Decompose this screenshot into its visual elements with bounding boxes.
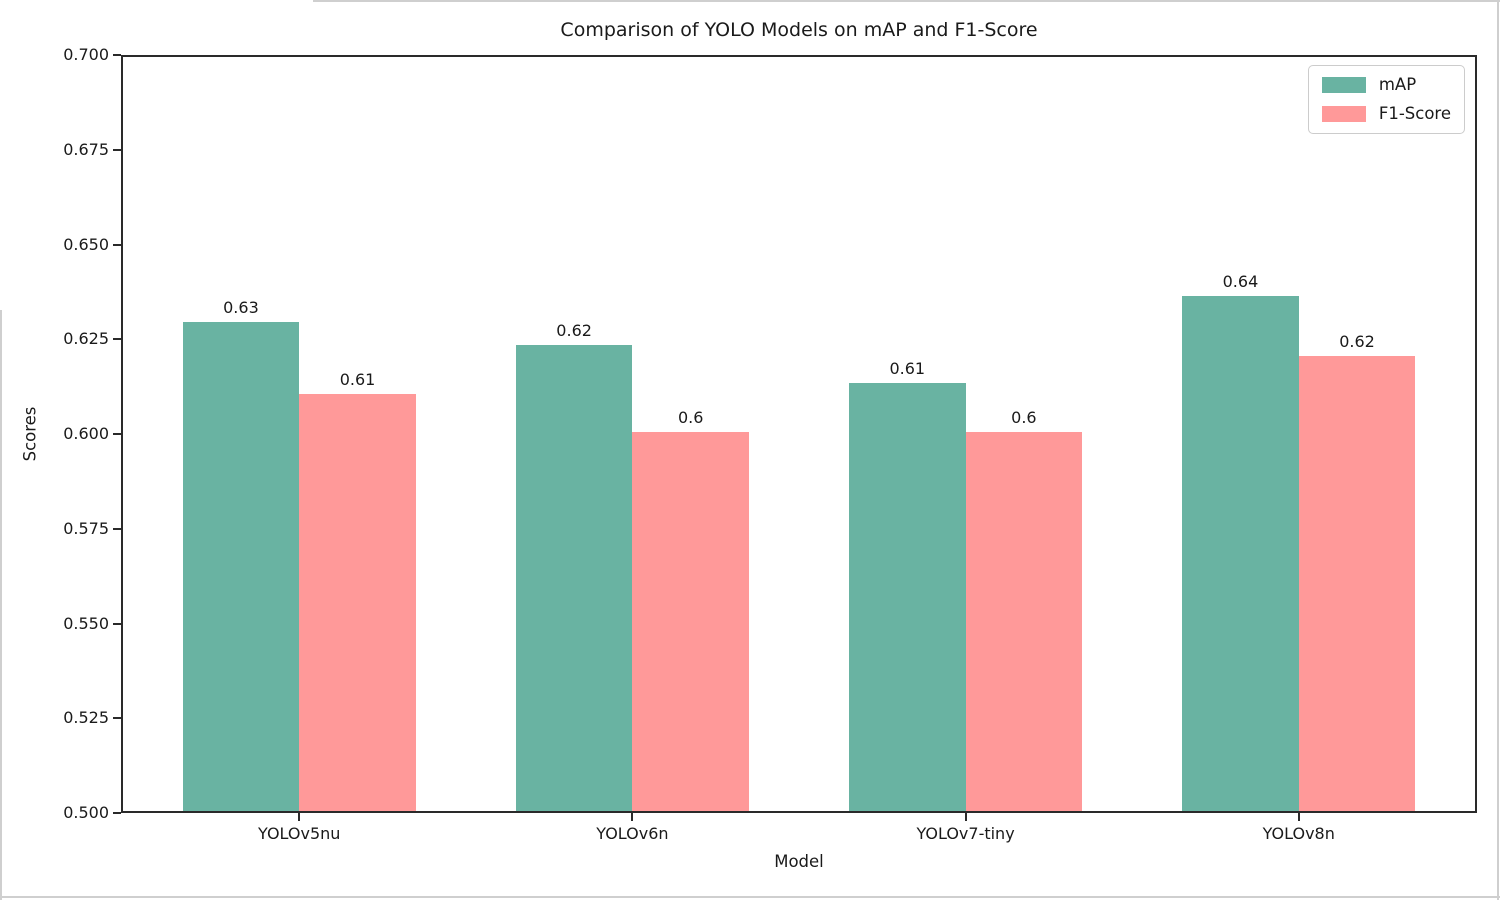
- bar-value-label: 0.6: [677, 408, 704, 427]
- bar-value-label: 0.64: [1222, 271, 1259, 291]
- window-edge-top: [313, 0, 1500, 2]
- legend: mAP F1-Score: [1307, 65, 1465, 134]
- x-tick-label: YOLOv7-tiny: [916, 824, 1015, 843]
- y-tick: [113, 527, 121, 530]
- x-tick: [631, 813, 634, 821]
- bar-f1-score-yolov6n: [632, 432, 749, 811]
- y-tick: [113, 812, 121, 814]
- y-tick-label: 0.700: [63, 45, 109, 64]
- window-edge-right: [1497, 0, 1499, 900]
- y-tick-label: 0.500: [63, 803, 109, 822]
- y-tick-label: 0.525: [63, 708, 109, 728]
- legend-label-map: mAP: [1378, 75, 1417, 94]
- y-tick: [113, 54, 121, 56]
- x-tick: [298, 813, 301, 821]
- bar-f1-score-yolov5nu: [299, 394, 416, 811]
- x-tick: [964, 813, 967, 821]
- y-tick: [113, 148, 121, 151]
- legend-label-f1-score: F1-Score: [1378, 104, 1451, 123]
- x-axis-label: Model: [774, 852, 824, 871]
- y-tick-label: 0.650: [63, 234, 109, 254]
- x-tick-label: YOLOv8n: [1262, 824, 1335, 843]
- y-tick: [113, 243, 121, 246]
- bar-value-label: 0.62: [556, 320, 592, 340]
- bar-value-label: 0.61: [339, 370, 376, 390]
- y-tick-label: 0.550: [63, 613, 109, 633]
- bar-f1-score-yolov8n: [1298, 356, 1416, 811]
- y-tick: [113, 622, 121, 625]
- y-tick: [113, 338, 121, 341]
- bar-value-label: 0.6: [1011, 408, 1037, 427]
- chart-title: Comparison of YOLO Models on mAP and F1-…: [560, 19, 1038, 41]
- bar-value-label: 0.61: [889, 358, 926, 378]
- legend-item-map: mAP: [1321, 75, 1451, 95]
- plot-area: mAP F1-Score 0.63 0.62 0.61 0.64 0.61 0.6 0.6 0…: [121, 55, 1477, 813]
- y-tick-label: 0.600: [63, 424, 109, 443]
- window-edge-left: [0, 310, 2, 900]
- y-tick: [113, 433, 121, 435]
- y-tick-label: 0.575: [63, 518, 109, 538]
- y-tick: [113, 717, 121, 720]
- bar-map-yolov6n: [515, 344, 633, 811]
- x-tick: [1297, 813, 1300, 821]
- bar-f1-score-yolov7-tiny: [965, 432, 1083, 811]
- y-tick-label: 0.675: [63, 139, 109, 159]
- y-tick-label: 0.625: [63, 329, 109, 349]
- x-tick-label: YOLOv5nu: [258, 824, 341, 843]
- legend-swatch-f1-score: [1321, 106, 1366, 122]
- bar-map-yolov7-tiny: [848, 382, 966, 811]
- bar-value-label: 0.62: [1339, 332, 1375, 352]
- legend-swatch-map: [1321, 77, 1366, 93]
- window-edge-bottom: [0, 896, 1500, 898]
- bar-map-yolov8n: [1182, 295, 1299, 811]
- x-tick-label: YOLOv6n: [596, 824, 669, 843]
- bar-map-yolov5nu: [182, 322, 300, 811]
- bar-value-label: 0.63: [223, 298, 259, 318]
- legend-item-f1-score: F1-Score: [1321, 104, 1451, 124]
